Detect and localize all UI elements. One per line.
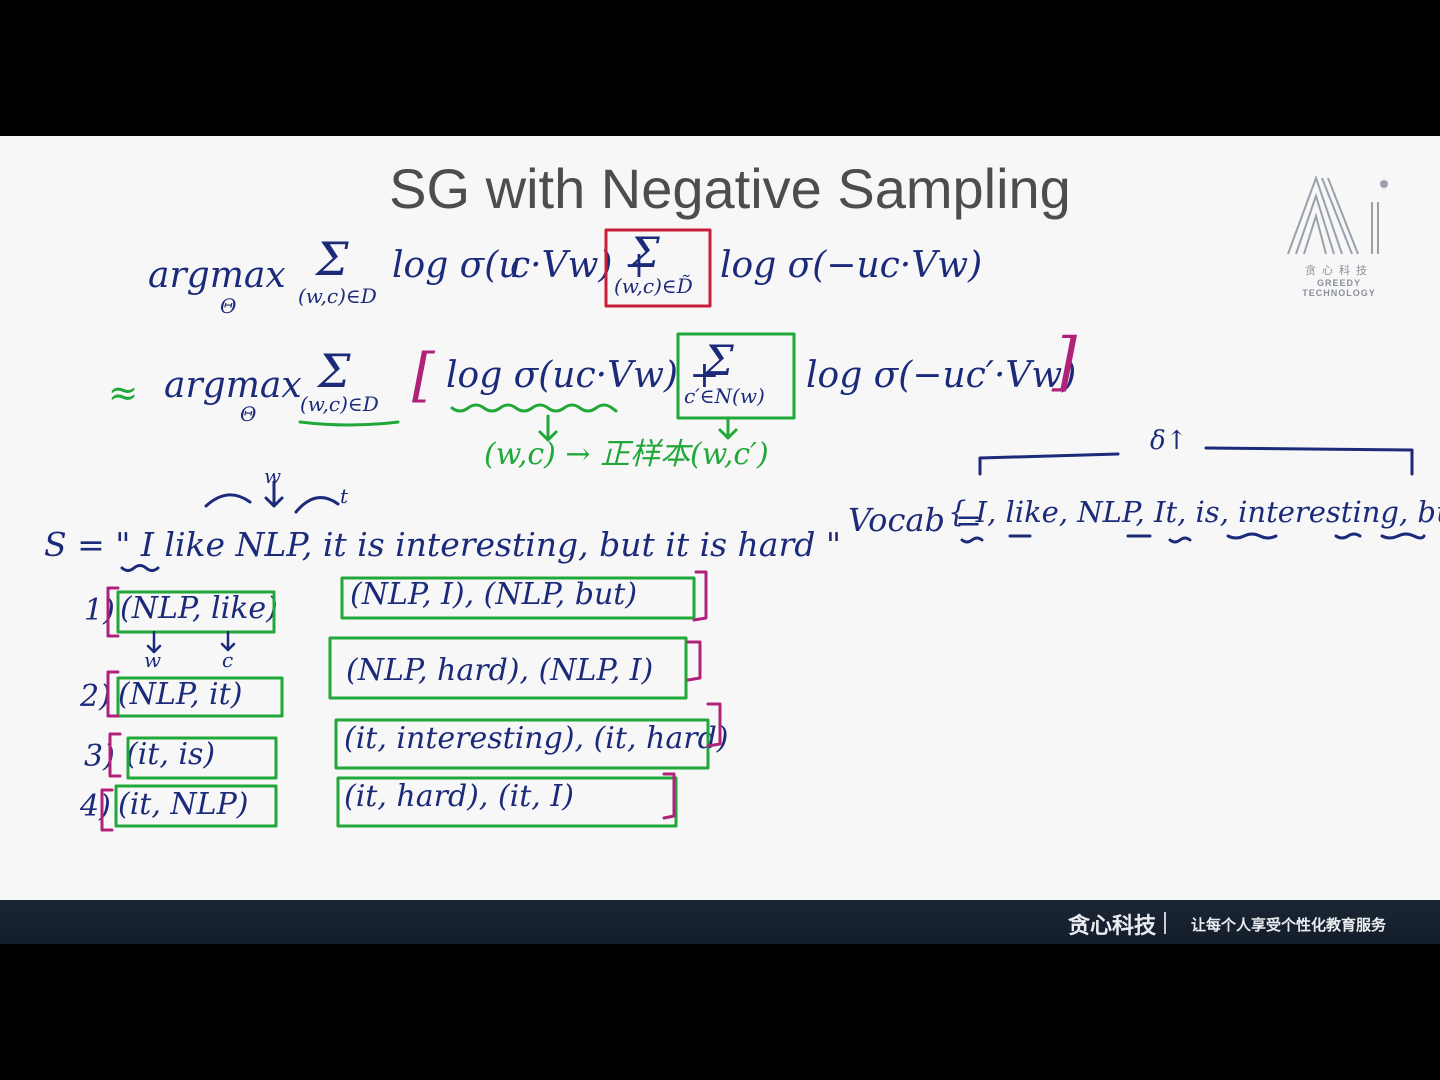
eq2-close-bracket: ] xyxy=(1052,325,1077,399)
eq1-term2: log σ(−uc·Vw) xyxy=(720,245,983,286)
ai-logo-icon xyxy=(1287,176,1388,255)
eq2-argmax: argmax xyxy=(164,365,302,406)
footer-brand: 贪心科技 xyxy=(1067,914,1156,939)
eq2-sub1: (w,c)∈D xyxy=(300,392,379,416)
eq2-sum2: Σ xyxy=(704,336,734,385)
eq1-term1-rest: c·Vw) + xyxy=(510,245,655,286)
pair-1-pos: (NLP, like) xyxy=(120,591,278,626)
pair-2-num: 2) xyxy=(80,679,111,714)
c-below: c xyxy=(222,648,234,672)
pair-3-neg: (it, interesting), (it, hard) xyxy=(344,721,729,756)
ink-strokes xyxy=(100,228,1426,832)
pair-2-pos: (NLP, it) xyxy=(118,677,243,712)
eq1-argmax: argmax xyxy=(148,255,286,296)
eq2-approx: ≈ xyxy=(108,373,139,414)
pair-4-num: 4) xyxy=(80,789,111,824)
logo-text-cn: 贪心科技 xyxy=(1305,264,1373,277)
eq1-sub2: (w,c)∈D̃ xyxy=(614,274,693,298)
pair-2-neg: (NLP, hard), (NLP, I) xyxy=(346,653,654,688)
t-mark: t xyxy=(340,484,349,508)
pair-1-neg: (NLP, I), (NLP, but) xyxy=(350,577,638,612)
eq1-theta: Θ xyxy=(220,294,237,318)
footer-divider xyxy=(1164,912,1166,934)
sentence: S = " I like NLP, it is interesting, but… xyxy=(44,525,842,564)
w-mark: w xyxy=(264,464,282,488)
whiteboard-slide: SG with Negative Sampling 贪心科技 GREEDY TE… xyxy=(0,136,1440,900)
footer-slogan: 让每个人享受个性化教育服务 xyxy=(1190,916,1386,934)
eq1-sub1: (w,c)∈D xyxy=(298,284,377,308)
pair-1-num: 1) xyxy=(84,593,115,628)
eq2-open-bracket: [ xyxy=(412,341,435,409)
footer-bar: 贪心科技 让每个人享受个性化教育服务 xyxy=(0,900,1440,944)
slide-title: SG with Negative Sampling xyxy=(389,157,1071,220)
pair-4-pos: (it, NLP) xyxy=(118,787,249,822)
negative-sample-note: (w,c′) xyxy=(690,437,769,472)
eq2-sum1: Σ xyxy=(318,344,351,398)
pair-3-pos: (it, is) xyxy=(126,737,216,772)
pair-4-neg: (it, hard), (it, I) xyxy=(344,779,574,814)
positive-sample-note: (w,c) → 正样本 xyxy=(484,437,691,472)
logo-text-en: GREEDY TECHNOLOGY xyxy=(1302,278,1376,298)
eq2-term1: log σ(uc·Vw) + xyxy=(446,355,720,396)
delta-note: δ↑ xyxy=(1150,426,1188,456)
eq1-term1: log σ(u xyxy=(392,245,522,286)
vocab-label: Vocab = xyxy=(848,501,982,539)
eq1-sum2: Σ xyxy=(630,228,660,277)
eq2-theta: Θ xyxy=(240,402,257,426)
w-below: w xyxy=(144,648,162,672)
eq2-term2: log σ(−uc′·Vw) xyxy=(806,355,1077,396)
eq2-sub2: c′∈N(w) xyxy=(684,384,765,408)
eq1-sum1: Σ xyxy=(316,232,349,286)
vocab-list: { I, like, NLP, It, is, interesting, but… xyxy=(948,495,1440,529)
